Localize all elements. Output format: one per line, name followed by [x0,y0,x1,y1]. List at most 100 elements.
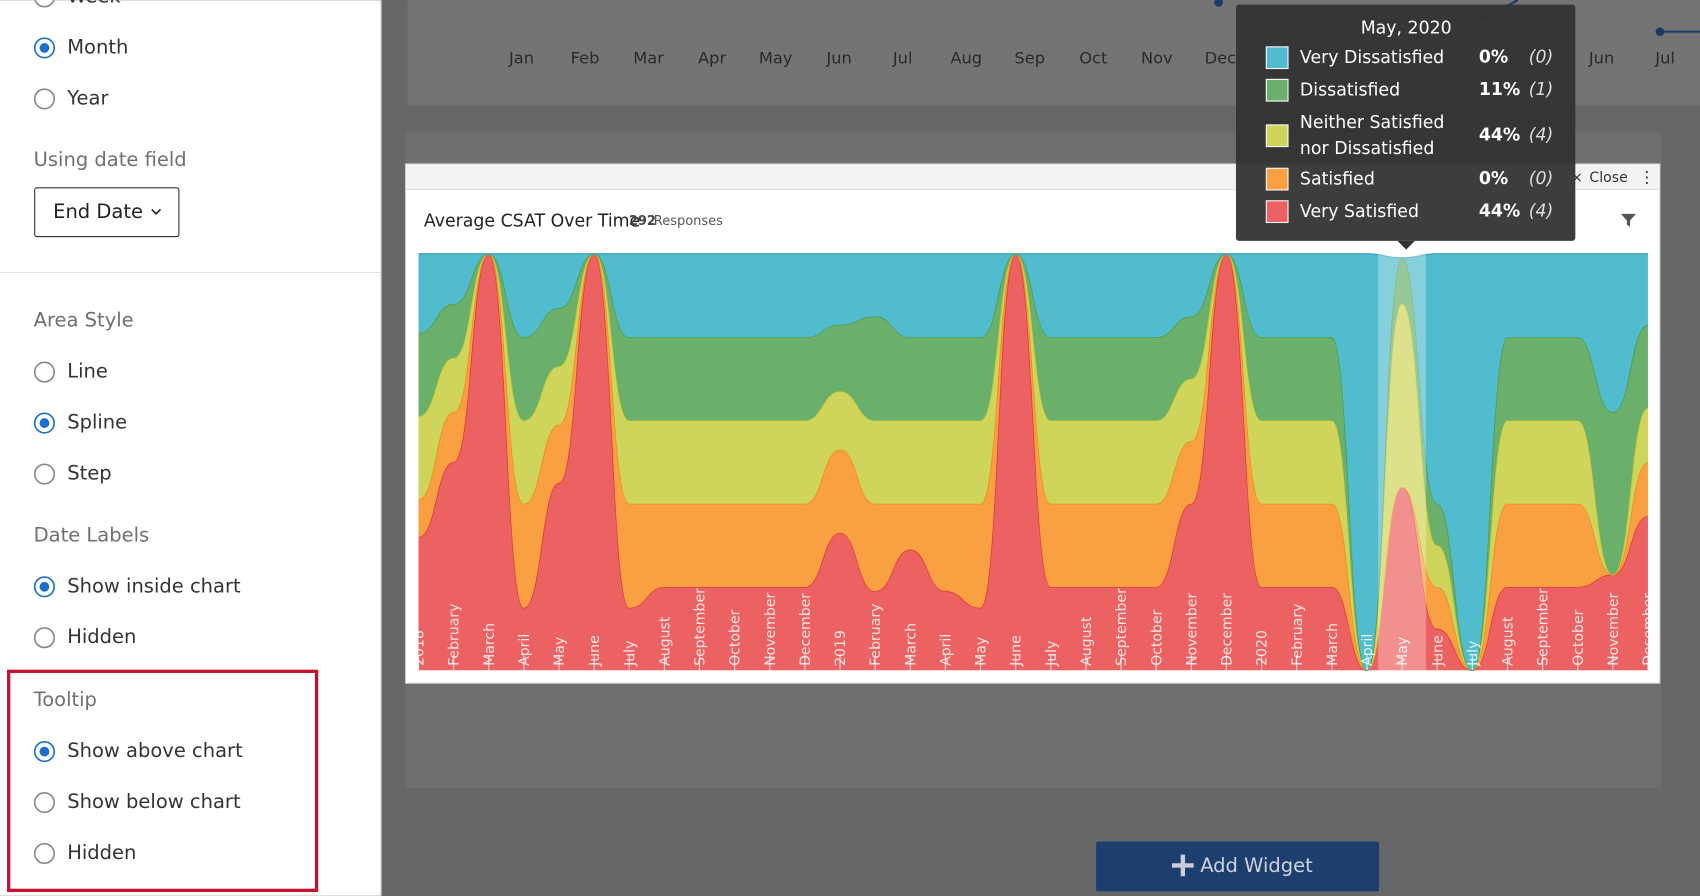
response-label: Responses [654,214,723,229]
date-label: April [517,634,533,666]
add-widget-button[interactable] [1096,841,1380,892]
date-label: July [1044,641,1060,667]
month-label: Nov [1141,48,1173,67]
close-button[interactable]: Close [1589,170,1627,186]
tooltip-swatch [1265,78,1289,102]
month-label: Jul [1654,48,1675,67]
radio-dot [39,746,50,757]
radio-label[interactable]: Hidden [67,625,136,648]
radio-dot [39,418,50,428]
dropdown-arrow [151,208,162,215]
date-label: March [1325,623,1341,666]
tooltip: May, 2020 Very Dissatisfied 0% (0) Dissatis… [1235,4,1576,250]
close-icon[interactable]: × [1571,170,1583,186]
hover-band [1378,253,1426,671]
radio-label[interactable]: Year [66,86,109,109]
date-label: December [1641,593,1657,666]
date-label: August [657,616,673,666]
filter-icon[interactable] [1620,213,1637,227]
tooltip-swatch [1265,167,1289,191]
date-label: February [868,604,884,666]
date-label: March [903,623,919,666]
date-label: October [728,609,744,666]
radio-button[interactable] [33,791,56,814]
series-line [418,253,1648,259]
month-label: Dec [1205,48,1236,67]
month-label: Oct [1079,48,1107,67]
radio-button[interactable] [33,463,56,485]
radio-button[interactable] [33,627,56,649]
tooltip-count: (4) [1529,126,1554,146]
radio-label[interactable]: Line [67,360,108,383]
date-label: August [1501,616,1517,666]
background-widget-content: Jan Feb Mar Apr May Jun Jul Aug Sep Oct Nov Dec Jun J… [508,0,1700,67]
radio-button[interactable] [33,842,56,865]
tooltip-value: 44% [1479,126,1520,146]
radio-label[interactable]: Week [67,0,121,7]
tooltip-series-name: Dissatisfied [1300,79,1400,100]
plus-icon [1172,854,1194,877]
tooltip-count: (1) [1529,80,1554,100]
tooltip-pointer [1397,240,1415,250]
tooltip-swatch [1265,124,1289,148]
date-label: February [447,604,463,666]
date-label: September [693,588,709,666]
series-area [418,253,1648,671]
radio-label[interactable]: Show below chart [67,790,241,813]
radio-button[interactable] [33,361,56,383]
tooltip-series-name: Satisfied [1300,168,1375,189]
radio-label[interactable]: Step [67,462,111,485]
month-label: Mar [633,48,664,67]
radio-label[interactable]: Show inside chart [67,574,241,597]
date-label: November [1606,592,1622,665]
date-label: October [1149,609,1165,666]
date-label: July [1465,641,1481,667]
date-label: October [1571,609,1587,666]
series-area [418,253,1648,671]
widget-title: Average CSAT Over Time [424,211,640,231]
date-label: November [1184,592,1200,665]
month-label: Jan [508,48,534,67]
tooltip-title: May, 2020 [1361,18,1452,38]
tooltip-box [1235,4,1576,241]
month-label: Aug [950,48,982,67]
month-label: Jul [892,48,913,67]
sidebar-controls: Week Month Year Using date field End Date Are… [33,0,243,865]
section-heading: Tooltip [33,688,97,711]
tooltip-name: Very Satisfied [1299,200,1419,222]
dropdown[interactable] [34,187,180,238]
date-label: September [1536,588,1552,666]
add-widget-label: Add Widget [1200,854,1313,877]
radio-button[interactable] [34,0,55,8]
radio-label[interactable]: Hidden [67,841,136,864]
highlight-box [7,669,319,892]
tooltip-value: 0% [1479,169,1508,189]
month-label: Jun [825,48,851,67]
menu-button[interactable]: ⋮ [1639,168,1655,187]
date-label: August [1079,616,1095,666]
radio-label[interactable]: Spline [67,411,127,434]
tooltip-value: 11% [1479,80,1520,100]
series-area [418,253,1648,671]
date-label: 2019 [833,630,849,666]
date-label: December [798,593,814,666]
dropdown-value: End Date [53,200,143,223]
date-label: June [1430,635,1446,667]
radio-label[interactable]: Show above chart [67,739,243,762]
section-heading: Area Style [34,309,134,332]
section-heading: Using date field [34,148,187,171]
radio-button[interactable] [33,88,56,110]
series-area [418,253,1648,671]
radio-label[interactable]: Month [67,35,128,58]
line-point [1214,0,1223,7]
radio-dot [39,43,50,53]
date-label: April [1360,634,1376,666]
date-label: September [1114,588,1130,666]
month-label: Feb [571,48,600,67]
month-label: Jun [1588,48,1614,67]
section-heading: Date Labels [34,523,150,546]
date-label: December [1220,593,1236,666]
date-label: April [938,634,954,666]
